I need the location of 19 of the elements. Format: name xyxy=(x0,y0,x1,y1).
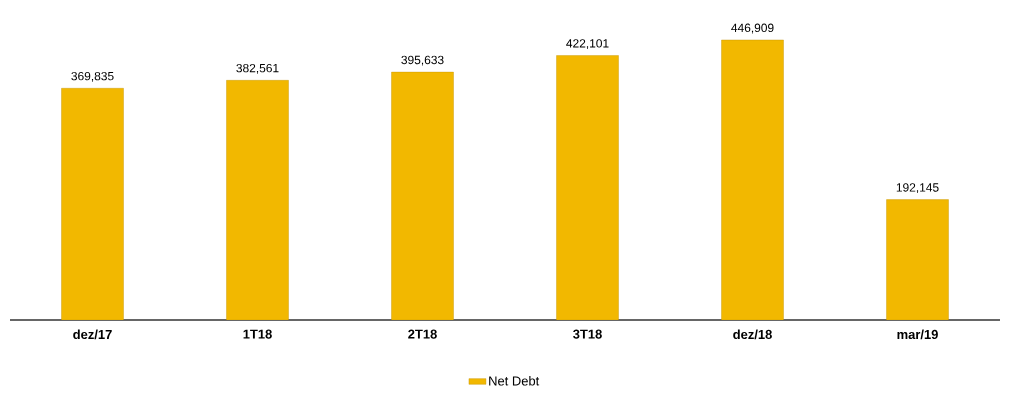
data-label: 369,835 xyxy=(71,71,114,82)
data-label: 422,101 xyxy=(566,39,609,50)
bar xyxy=(61,88,124,320)
bar xyxy=(886,199,949,320)
legend-label: Net Debt xyxy=(489,376,540,386)
bar xyxy=(391,71,454,320)
bar xyxy=(721,39,784,320)
x-tick-label: dez/17 xyxy=(73,329,112,340)
bar xyxy=(556,55,619,320)
x-tick-label: mar/19 xyxy=(897,329,938,340)
x-tick-label: dez/18 xyxy=(733,329,772,340)
x-tick-label: 1T18 xyxy=(243,329,272,339)
x-tick-label: 3T18 xyxy=(573,329,602,339)
bar xyxy=(226,80,289,320)
data-label: 446,909 xyxy=(731,23,774,34)
x-tick-label: 2T18 xyxy=(408,329,437,339)
data-label: 395,633 xyxy=(401,55,444,66)
data-label: 382,561 xyxy=(236,63,279,74)
data-label: 192,145 xyxy=(896,183,939,194)
